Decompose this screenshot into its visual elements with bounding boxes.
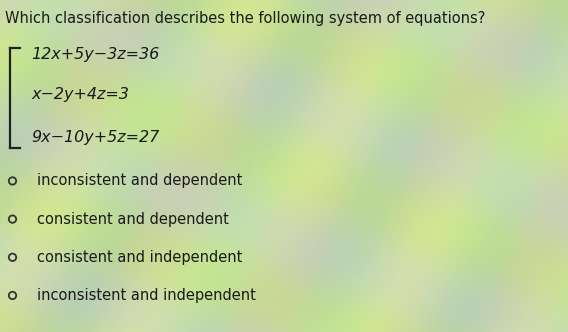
Text: inconsistent and independent: inconsistent and independent xyxy=(37,288,256,303)
Text: inconsistent and dependent: inconsistent and dependent xyxy=(37,173,243,189)
Text: consistent and dependent: consistent and dependent xyxy=(37,211,229,227)
Text: x−2y+4z=3: x−2y+4z=3 xyxy=(31,87,129,102)
Text: Which classification describes the following system of equations?: Which classification describes the follo… xyxy=(5,11,485,26)
Text: 9x−10y+5z=27: 9x−10y+5z=27 xyxy=(31,130,160,145)
Text: 12x+5y−3z=36: 12x+5y−3z=36 xyxy=(31,47,160,62)
Text: consistent and independent: consistent and independent xyxy=(37,250,243,265)
